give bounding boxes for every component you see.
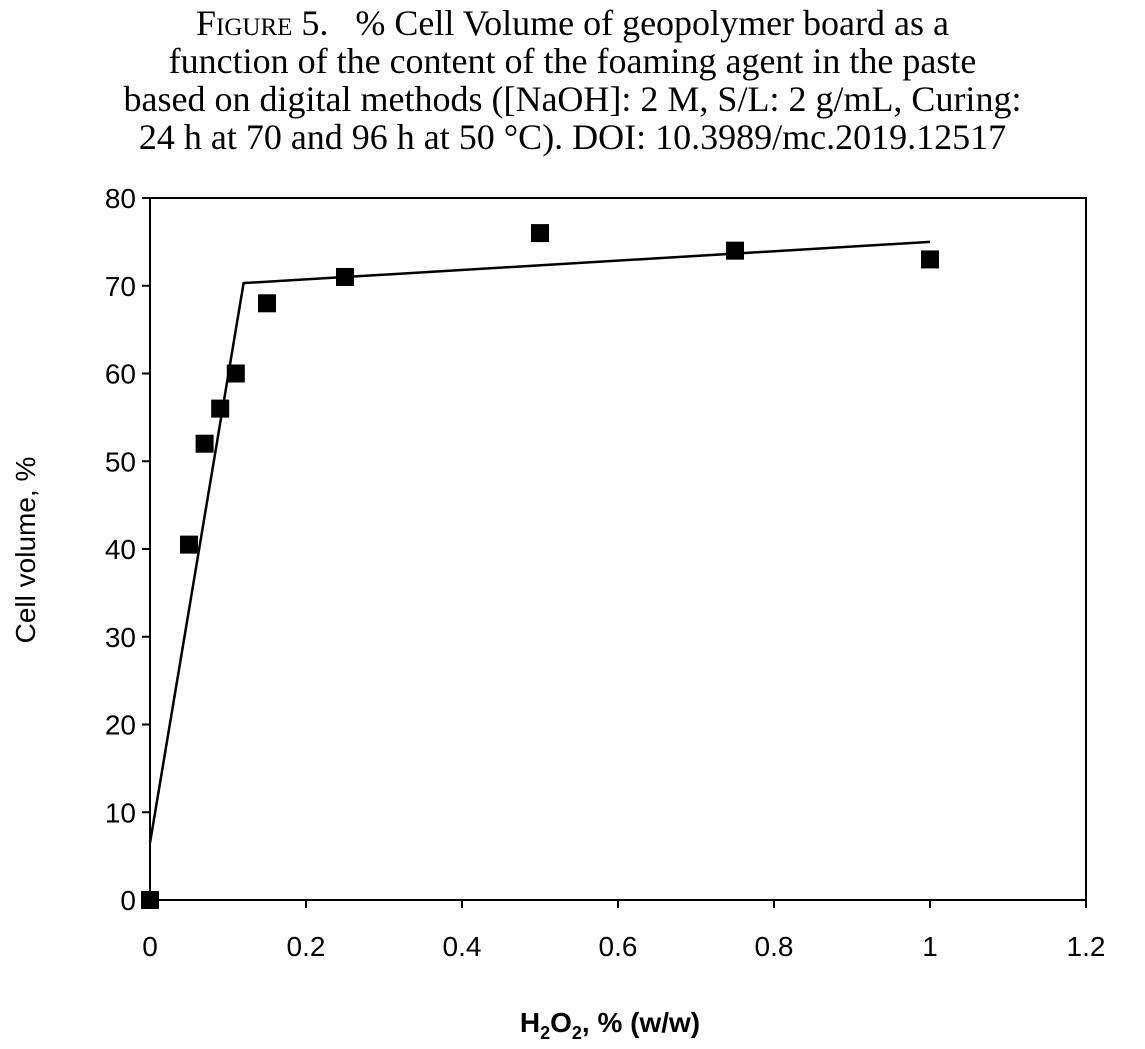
data-point: [195, 434, 214, 453]
trend-line: [148, 240, 931, 844]
y-tick-label: 0: [120, 885, 136, 916]
x-tick-label: 0.4: [443, 931, 482, 962]
data-points: [141, 224, 939, 909]
x-tick-label: 0: [142, 931, 158, 962]
x-axis-label: H2O2, % (w/w): [520, 1007, 700, 1043]
data-point: [726, 241, 744, 260]
y-tick-label: 50: [105, 446, 136, 477]
data-point: [531, 224, 549, 243]
y-tick-label: 10: [105, 797, 136, 828]
data-point: [226, 364, 245, 383]
data-point: [336, 267, 354, 286]
figure-label: Figure 5.: [196, 3, 329, 43]
x-tick-label: 1.2: [1067, 931, 1106, 962]
caption-text-1: % Cell Volume of geopolymer board as a: [355, 3, 949, 43]
x-tick-label: 0.2: [287, 931, 326, 962]
figure-caption: Figure 5. % Cell Volume of geopolymer bo…: [0, 0, 1145, 156]
data-point: [258, 294, 276, 313]
caption-line-2: function of the content of the foaming a…: [168, 41, 977, 81]
data-point: [141, 891, 159, 909]
data-point: [211, 399, 230, 418]
x-tick-label: 0.6: [599, 931, 638, 962]
x-axis: 0 0.2 0.4 0.6 0.8 1 1.2: [142, 900, 1105, 962]
x-tick-label: 0.8: [755, 931, 794, 962]
caption-line-1: Figure 5. % Cell Volume of geopolymer bo…: [0, 4, 1145, 42]
y-tick-label: 40: [105, 534, 136, 565]
y-tick-label: 70: [105, 271, 136, 302]
y-tick-label: 60: [105, 359, 136, 390]
y-tick-label: 80: [105, 183, 136, 214]
data-point: [921, 250, 939, 269]
caption-line-3: based on digital methods ([NaOH]: 2 M, S…: [123, 79, 1022, 119]
y-tick-label: 20: [105, 710, 136, 741]
caption-line-4: 24 h at 70 and 96 h at 50 °C). DOI: 10.3…: [138, 117, 1007, 157]
y-axis-label: Cell volume, %: [10, 457, 41, 644]
plot-area-frame: [149, 197, 1087, 901]
y-tick-label: 30: [105, 622, 136, 653]
x-tick-label: 1: [922, 931, 938, 962]
y-axis: 0 10 20 30 40 50 60 70 80: [105, 183, 150, 916]
data-point: [180, 535, 198, 554]
